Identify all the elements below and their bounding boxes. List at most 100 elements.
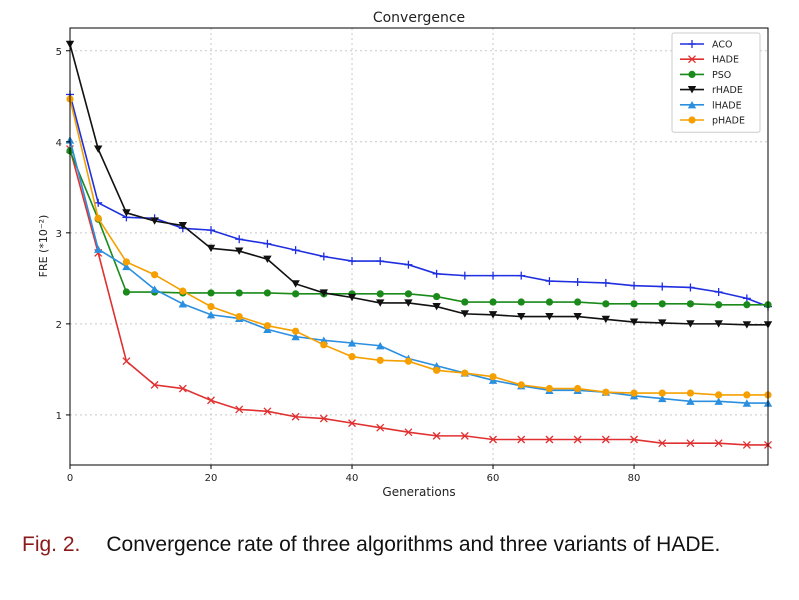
data-point-rhade xyxy=(235,247,244,255)
series-line-aco xyxy=(69,94,769,308)
data-point-phade xyxy=(489,373,497,381)
data-point-hade xyxy=(291,412,300,421)
data-point-lhade xyxy=(122,262,131,271)
y-tick-label: 5 xyxy=(56,47,62,58)
data-point-pso xyxy=(658,300,666,308)
data-point-aco xyxy=(460,271,469,280)
data-point-phade xyxy=(122,258,131,266)
data-point-lhade xyxy=(742,399,752,407)
data-point-phade xyxy=(179,287,187,295)
legend-label-rhade: rHADE xyxy=(712,85,743,96)
data-point-hade xyxy=(742,441,751,449)
data-point-rhade xyxy=(573,313,582,321)
y-axis-label: FRE (*10⁻²) xyxy=(37,215,50,278)
data-point-pso xyxy=(715,301,723,309)
plot-frame xyxy=(69,27,769,466)
series-line-hade xyxy=(69,148,768,446)
y-tick-label: 2 xyxy=(56,320,62,331)
data-point-aco xyxy=(489,271,498,280)
data-point-rhade xyxy=(376,299,385,307)
data-point-rhade xyxy=(206,244,216,253)
legend-label-lhade: lHADE xyxy=(712,100,742,111)
data-point-pso xyxy=(404,290,413,298)
data-point-aco xyxy=(686,283,695,292)
data-point-pso xyxy=(263,289,272,297)
data-point-rhade xyxy=(432,302,441,311)
data-point-phade xyxy=(348,353,356,361)
data-point-aco xyxy=(376,257,385,266)
figure-caption: Fig. 2. Convergence rate of three algorit… xyxy=(22,532,787,558)
data-point-pso xyxy=(686,300,695,308)
data-point-rhade xyxy=(122,209,131,217)
data-point-hade xyxy=(122,357,131,366)
data-point-hade xyxy=(658,439,667,448)
data-point-rhade xyxy=(601,315,611,324)
data-point-phade xyxy=(94,214,102,222)
legend-item-lhade: lHADE xyxy=(680,100,742,111)
legend-label-pso: PSO xyxy=(712,70,731,81)
data-point-aco xyxy=(94,198,103,207)
data-point-phade xyxy=(235,313,243,321)
series-rhade xyxy=(65,40,773,329)
data-point-phade xyxy=(658,389,666,397)
data-point-pso xyxy=(743,301,751,309)
data-point-aco xyxy=(348,257,357,266)
legend-marker-aco xyxy=(688,40,696,48)
data-point-aco xyxy=(319,252,328,261)
y-tick-label: 4 xyxy=(56,138,62,149)
data-point-hade xyxy=(489,435,497,444)
data-point-rhade xyxy=(94,145,103,153)
data-point-rhade xyxy=(460,310,470,318)
y-tick-label: 1 xyxy=(56,411,62,422)
data-point-hade xyxy=(404,428,413,437)
data-point-aco xyxy=(742,294,751,303)
data-point-hade xyxy=(545,435,554,444)
data-point-aco xyxy=(517,271,526,280)
data-point-pso xyxy=(207,289,215,297)
data-point-lhade xyxy=(94,245,103,253)
data-point-aco xyxy=(235,235,244,244)
data-point-pso xyxy=(517,298,525,306)
x-axis-label: Generations xyxy=(382,485,455,499)
data-point-aco xyxy=(207,226,216,235)
data-point-pso xyxy=(122,288,131,296)
data-point-lhade xyxy=(178,300,188,308)
data-point-rhade xyxy=(517,313,526,321)
grid xyxy=(69,28,768,465)
data-point-pso xyxy=(545,298,554,306)
data-point-rhade xyxy=(658,319,667,327)
data-point-hade xyxy=(319,414,328,423)
x-tick-label: 20 xyxy=(205,473,218,484)
data-point-rhade xyxy=(488,311,498,319)
series-lhade xyxy=(65,136,773,407)
data-point-lhade xyxy=(714,397,723,405)
data-point-hade xyxy=(178,384,187,393)
data-point-pso xyxy=(574,298,582,306)
series-layer xyxy=(65,40,773,449)
legend-item-pso: PSO xyxy=(680,70,731,81)
data-point-aco xyxy=(404,260,413,269)
data-point-hade xyxy=(207,396,215,405)
series-line-phade xyxy=(69,98,768,396)
data-point-rhade xyxy=(404,299,413,307)
data-point-rhade xyxy=(629,318,639,326)
data-point-rhade xyxy=(178,221,188,230)
legend-marker-hade xyxy=(688,55,696,64)
data-point-hade xyxy=(150,380,159,389)
data-point-phade xyxy=(517,381,525,389)
data-point-lhade xyxy=(206,310,216,319)
data-point-aco xyxy=(573,278,582,287)
data-point-hade xyxy=(348,419,356,428)
data-point-hade xyxy=(263,407,272,416)
legend-item-hade: HADE xyxy=(680,55,739,66)
data-point-rhade xyxy=(291,280,300,288)
data-point-pso xyxy=(433,292,441,301)
data-point-phade xyxy=(686,389,695,397)
series-line-rhade xyxy=(69,44,768,326)
data-point-phade xyxy=(292,327,300,335)
x-tick-label: 80 xyxy=(628,473,641,484)
legend-marker-lhade xyxy=(687,101,697,109)
data-point-phade xyxy=(602,388,610,396)
data-point-lhade xyxy=(150,285,159,293)
y-tick-label: 3 xyxy=(56,229,62,240)
